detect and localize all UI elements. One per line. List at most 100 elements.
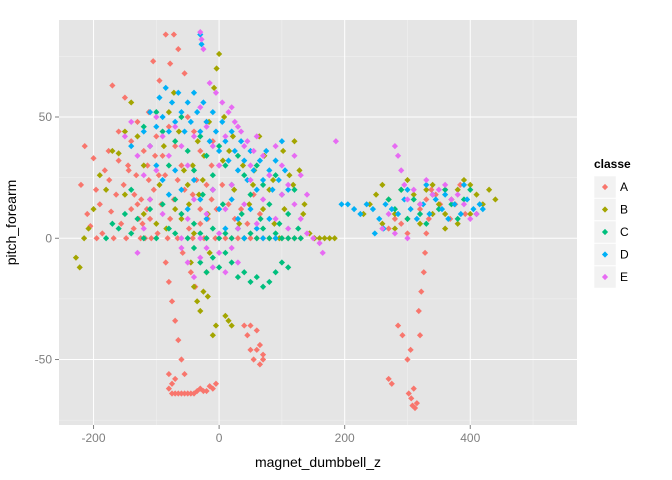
data-point-d — [156, 94, 163, 101]
data-point-a — [259, 356, 267, 363]
data-point-a — [139, 220, 146, 227]
data-point-a — [189, 191, 196, 198]
data-point-d — [451, 201, 458, 208]
data-point-a — [212, 380, 220, 387]
plot-panel — [59, 20, 577, 425]
data-point-e — [394, 152, 402, 159]
data-point-a — [105, 147, 112, 155]
data-point-b — [72, 254, 80, 261]
data-point-d — [225, 157, 232, 164]
data-point-a — [124, 162, 132, 169]
data-point-a — [144, 162, 151, 169]
data-point-c — [423, 220, 430, 227]
data-point-e — [134, 152, 141, 159]
data-point-b — [416, 220, 424, 227]
data-point-b — [454, 220, 461, 227]
data-point-e — [391, 230, 399, 237]
data-point-b — [391, 225, 399, 232]
data-point-c — [222, 162, 229, 169]
data-point-a — [146, 215, 154, 222]
data-point-c — [153, 109, 160, 116]
data-point-d — [203, 118, 210, 125]
x-tick-label: -200 — [82, 431, 106, 445]
data-point-c — [253, 162, 260, 169]
data-point-e — [159, 133, 166, 140]
data-point-b — [249, 181, 257, 189]
data-point-c — [253, 273, 260, 281]
data-point-e — [197, 254, 204, 261]
data-point-a — [138, 196, 145, 203]
data-point-a — [212, 235, 219, 242]
data-point-a — [404, 356, 411, 363]
data-point-d — [181, 128, 188, 135]
data-point-e — [253, 220, 260, 227]
data-point-a — [405, 390, 412, 397]
data-point-c — [140, 123, 147, 130]
data-point-c — [398, 186, 405, 193]
data-point-e — [222, 269, 229, 276]
data-point-a — [128, 138, 135, 145]
data-point-a — [165, 278, 172, 286]
x-tick-label: 200 — [335, 431, 355, 445]
data-point-e — [178, 235, 185, 242]
data-point-a — [187, 269, 194, 276]
data-point-d — [172, 118, 179, 125]
data-point-c — [442, 186, 449, 193]
data-point-a — [237, 206, 245, 213]
data-point-d — [241, 235, 248, 242]
data-point-c — [121, 210, 129, 218]
data-point-a — [113, 191, 120, 198]
data-point-b — [140, 162, 147, 169]
data-point-a — [253, 327, 260, 334]
data-point-d — [165, 191, 172, 198]
y-axis-title: pitch_forearm — [3, 180, 19, 266]
y-tick-label: 50 — [39, 110, 53, 124]
data-point-c — [391, 206, 399, 213]
data-point-d — [241, 157, 248, 164]
legend-key-marker — [601, 273, 609, 281]
data-point-a — [418, 288, 425, 295]
data-point-a — [109, 82, 116, 89]
data-point-b — [222, 312, 229, 319]
data-point-e — [197, 29, 204, 36]
data-point-b — [228, 322, 235, 329]
data-point-a — [231, 215, 238, 222]
data-point-d — [423, 181, 430, 189]
data-point-e — [404, 196, 411, 203]
data-point-a — [416, 332, 424, 339]
data-point-e — [153, 113, 160, 121]
data-point-d — [234, 167, 242, 174]
data-point-a — [225, 201, 232, 208]
data-point-b — [404, 176, 411, 184]
data-point-a — [181, 186, 188, 193]
data-point-b — [76, 264, 83, 271]
data-point-e — [234, 225, 242, 232]
data-point-d — [153, 162, 160, 169]
data-point-a — [197, 385, 204, 392]
data-point-a — [234, 235, 242, 242]
data-point-a — [96, 201, 103, 208]
data-point-a — [175, 46, 182, 53]
data-point-a — [130, 225, 137, 232]
data-point-d — [209, 109, 216, 116]
data-point-b — [128, 99, 135, 106]
data-point-d — [476, 201, 483, 208]
data-point-a — [106, 176, 113, 184]
data-point-a — [253, 346, 260, 353]
data-point-a — [184, 113, 191, 121]
data-point-d — [153, 123, 160, 130]
data-point-a — [167, 215, 174, 222]
data-point-d — [420, 201, 427, 208]
data-point-e — [401, 181, 408, 189]
data-point-e — [228, 104, 235, 111]
data-point-c — [159, 128, 166, 135]
data-point-e — [128, 118, 135, 125]
data-point-a — [250, 191, 257, 198]
minor-grid — [59, 20, 577, 425]
data-point-e — [454, 191, 461, 198]
data-point-e — [121, 133, 129, 140]
data-point-b — [212, 322, 220, 329]
data-point-a — [200, 387, 207, 395]
data-point-c — [234, 152, 242, 159]
